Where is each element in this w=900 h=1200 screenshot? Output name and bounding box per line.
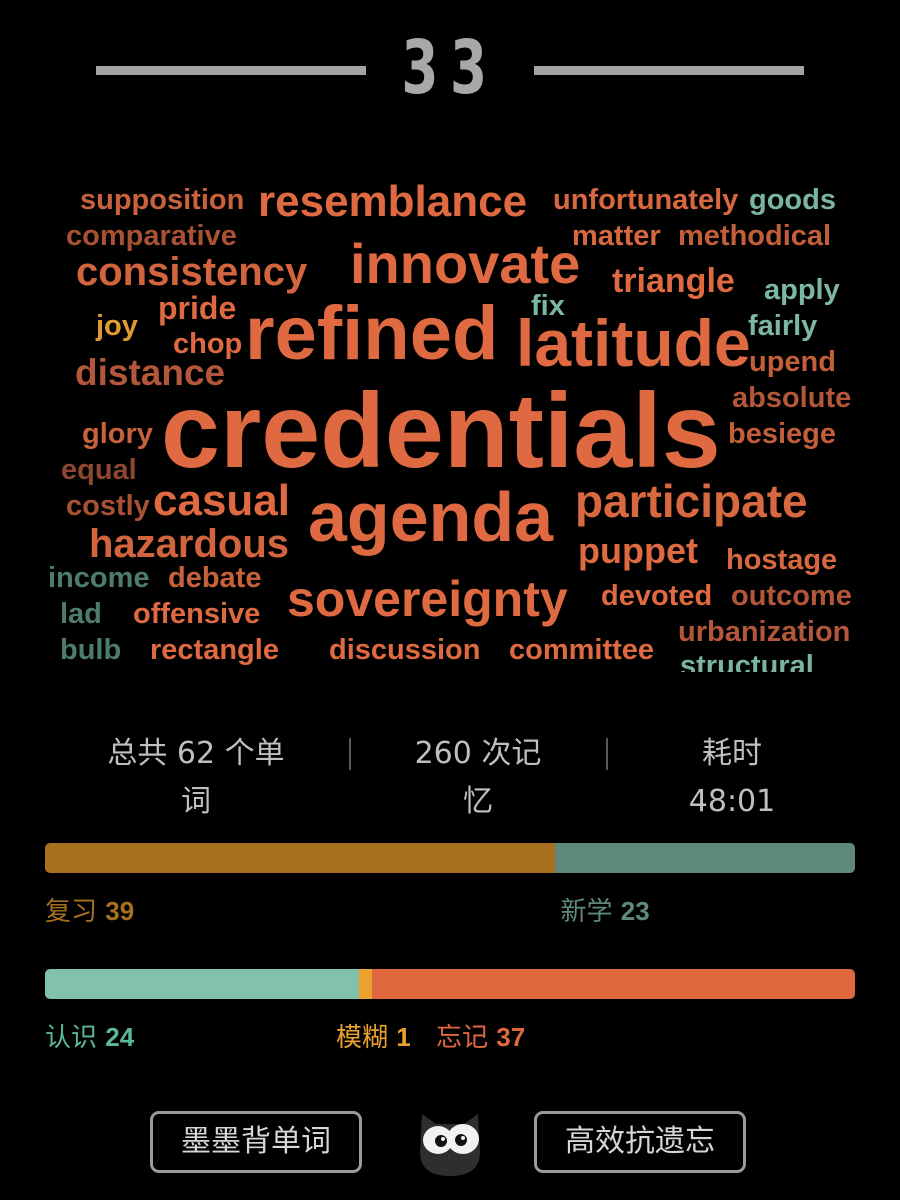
cloud-word: comparative [66,220,237,252]
cloud-word: consistency [76,250,308,294]
cloud-word: matter [572,220,661,252]
cloud-word: glory [82,418,153,450]
cloud-word: outcome [731,580,852,612]
review-label: 复习 [45,897,98,927]
forgot-count: 37 [496,1022,526,1052]
known-legend: 认识 24 [45,1022,134,1053]
new-segment [554,843,855,873]
stat-separator [349,738,351,770]
cloud-word: apply [764,274,840,306]
cloud-word: equal [61,454,137,486]
forgot-label: 忘记 [436,1023,489,1053]
cloud-word: latitude [516,306,751,380]
cloud-word: refined [245,291,499,376]
vague-count: 1 [396,1022,411,1052]
cloud-word: hostage [726,544,838,576]
cloud-word: methodical [678,220,832,252]
vague-label: 模糊 [336,1023,389,1053]
cloud-word: agenda [308,478,554,556]
cloud-word: discussion [329,634,481,666]
known-segment [45,969,359,999]
review-legend: 复习 39 [45,896,134,927]
stat-time: 耗时 48:01 [620,730,844,826]
cloud-word: bulb [60,634,122,666]
cloud-word: hazardous [89,522,290,566]
vague-legend: 模糊 1 [336,1022,411,1053]
cloud-word: unfortunately [553,184,739,216]
new-count: 23 [620,896,650,926]
cloud-word: debate [168,562,262,594]
new-label: 新学 [560,897,613,927]
known-label: 认识 [45,1023,98,1053]
review-count: 39 [105,896,135,926]
stat-memory-count: 260 次记 忆 [350,730,606,826]
cloud-word: lad [60,598,102,630]
cloud-word: chop [173,328,243,360]
cloud-word: triangle [612,262,735,300]
cloud-word: income [48,562,150,594]
cloud-word: distance [75,352,226,393]
new-legend: 新学 23 [561,896,650,927]
cloud-word: offensive [133,598,261,630]
cloud-word: absolute [732,382,852,414]
cloud-word: sovereignty [287,571,568,627]
cloud-word: urbanization [678,616,851,648]
stat-total-words-line1: 总共 62 个单 [107,736,285,771]
cloud-word: resemblance [258,177,528,226]
cloud-word: rectangle [150,634,279,666]
owl-logo-icon [416,1108,484,1178]
stat-time-label: 耗时 [702,736,762,771]
cloud-word: credentials [161,372,721,490]
review-segment [45,843,555,873]
slogan-button[interactable]: 高效抗遗忘 [534,1111,746,1173]
cloud-word: innovate [350,232,581,295]
cloud-word: costly [66,490,150,522]
stat-memory-count-line2: 忆 [463,784,493,819]
header-right-rule [534,66,804,75]
stat-separator [606,738,608,770]
cloud-word: supposition [80,184,245,216]
day-number: 33 [401,25,499,111]
stats-row: 总共 62 个单 词 260 次记 忆 耗时 48:01 [60,730,840,830]
forgot-legend: 忘记 37 [436,1022,525,1053]
stat-memory-count-line1: 260 次记 [414,736,542,771]
cloud-word: participate [575,475,808,527]
cloud-word: upend [749,346,836,378]
word-cloud: supposition resemblance unfortunately goods… [48,177,852,673]
cloud-word: structural [680,650,814,673]
cloud-word: joy [96,310,138,342]
vague-segment [358,969,372,999]
cloud-word: goods [749,184,836,216]
app-name-button[interactable]: 墨墨背单词 [150,1111,362,1173]
cloud-word: devoted [601,580,713,612]
stat-time-value: 48:01 [688,784,776,819]
stat-total-words: 总共 62 个单 词 [60,730,332,826]
forgot-segment [371,969,855,999]
header-left-rule [96,66,366,75]
known-count: 24 [105,1022,135,1052]
owl-logo-graphic [420,1114,480,1176]
cloud-word: fairly [748,310,818,342]
cloud-word: besiege [728,418,836,450]
cloud-word: puppet [578,530,698,571]
cloud-word: fix [531,290,565,322]
stat-total-words-line2: 词 [181,784,211,819]
cloud-word: casual [153,476,290,525]
review-new-progress-bar [45,843,855,873]
cloud-word: pride [158,290,237,326]
memory-progress-bar [45,969,855,999]
cloud-word: committee [509,634,655,666]
